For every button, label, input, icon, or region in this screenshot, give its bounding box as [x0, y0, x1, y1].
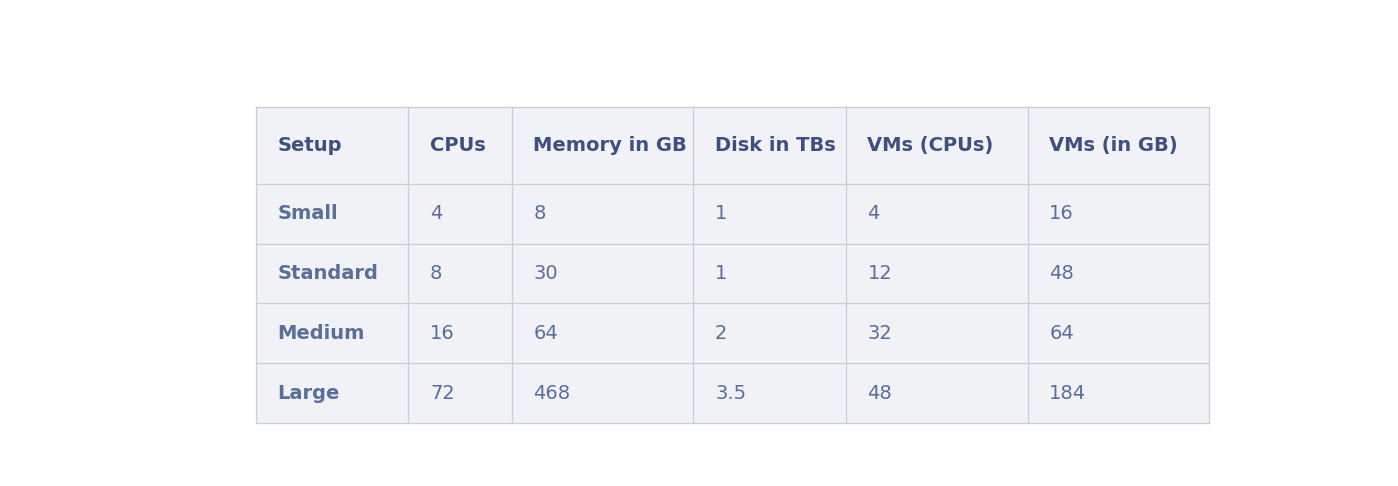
Text: 48: 48	[867, 384, 892, 403]
Text: Memory in GB: Memory in GB	[533, 136, 686, 155]
Bar	[512, 107, 693, 184]
Bar	[1028, 364, 1209, 423]
Text: 2: 2	[716, 324, 727, 343]
Bar	[693, 184, 846, 243]
Text: CPUs: CPUs	[431, 136, 485, 155]
Bar	[256, 107, 408, 184]
Text: 1: 1	[716, 204, 727, 223]
Text: 16: 16	[431, 324, 454, 343]
Bar	[1028, 243, 1209, 303]
Bar	[512, 184, 693, 243]
Bar	[408, 184, 512, 243]
Bar	[1028, 184, 1209, 243]
Text: Setup: Setup	[278, 136, 343, 155]
Text: 32: 32	[867, 324, 892, 343]
Bar	[408, 243, 512, 303]
Text: Medium: Medium	[278, 324, 365, 343]
Text: 72: 72	[431, 384, 454, 403]
Bar	[256, 243, 408, 303]
Text: 184: 184	[1050, 384, 1086, 403]
Text: Large: Large	[278, 384, 340, 403]
Text: 3.5: 3.5	[716, 384, 747, 403]
Bar	[1028, 303, 1209, 364]
Text: 48: 48	[1050, 264, 1074, 283]
Bar	[1028, 107, 1209, 184]
Text: 64: 64	[1050, 324, 1074, 343]
Bar	[408, 303, 512, 364]
Text: VMs (in GB): VMs (in GB)	[1050, 136, 1179, 155]
Bar	[846, 303, 1028, 364]
Bar	[256, 364, 408, 423]
Text: 4: 4	[431, 204, 442, 223]
Text: 12: 12	[867, 264, 892, 283]
Bar	[846, 364, 1028, 423]
Text: Standard: Standard	[278, 264, 379, 283]
Bar	[512, 303, 693, 364]
Text: 64: 64	[533, 324, 558, 343]
Bar	[846, 184, 1028, 243]
Text: 30: 30	[533, 264, 558, 283]
Bar	[846, 107, 1028, 184]
Text: 8: 8	[431, 264, 442, 283]
Bar	[256, 184, 408, 243]
Text: 8: 8	[533, 204, 545, 223]
Bar	[512, 364, 693, 423]
Bar	[693, 364, 846, 423]
Text: Disk in TBs: Disk in TBs	[716, 136, 836, 155]
Bar	[693, 107, 846, 184]
Bar	[408, 364, 512, 423]
Text: 4: 4	[867, 204, 879, 223]
Text: 16: 16	[1050, 204, 1074, 223]
Bar	[693, 303, 846, 364]
Bar	[256, 303, 408, 364]
Bar	[693, 243, 846, 303]
Text: 468: 468	[533, 384, 570, 403]
Bar	[512, 243, 693, 303]
Bar	[408, 107, 512, 184]
Text: 1: 1	[716, 264, 727, 283]
Bar	[846, 243, 1028, 303]
Text: Small: Small	[278, 204, 338, 223]
Text: VMs (CPUs): VMs (CPUs)	[867, 136, 994, 155]
